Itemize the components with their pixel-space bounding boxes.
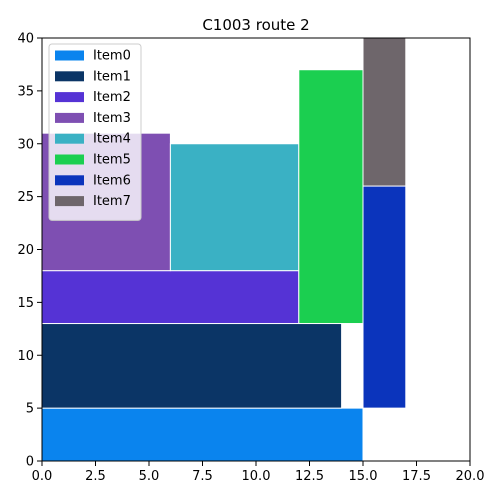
x-axis: 0.0 2.5 5.0 7.5 10.0 12.5 15.0 17.5 20.0 bbox=[32, 461, 485, 484]
bar-item5 bbox=[298, 69, 364, 325]
y-tick-label: 20 bbox=[17, 243, 34, 258]
x-tick-label: 7.5 bbox=[192, 469, 213, 484]
y-axis: 0 5 10 15 20 25 30 35 40 bbox=[17, 32, 42, 470]
legend-swatch bbox=[55, 71, 84, 82]
legend-label: Item3 bbox=[93, 111, 131, 126]
x-tick-label: 2.5 bbox=[85, 469, 106, 484]
bar-item2 bbox=[41, 270, 300, 325]
legend-swatch bbox=[55, 175, 84, 186]
legend-swatch bbox=[55, 154, 84, 165]
y-tick-label: 25 bbox=[17, 190, 34, 205]
y-tick-label: 35 bbox=[17, 84, 34, 99]
x-tick-label: 15.0 bbox=[349, 469, 378, 484]
x-tick-label: 0.0 bbox=[32, 469, 53, 484]
bar-item6 bbox=[362, 185, 407, 409]
x-tick-label: 17.5 bbox=[402, 469, 431, 484]
legend-label: Item7 bbox=[93, 194, 131, 209]
x-tick-label: 10.0 bbox=[242, 469, 271, 484]
y-tick-label: 15 bbox=[17, 296, 34, 311]
y-tick-label: 10 bbox=[17, 349, 34, 364]
legend-swatch bbox=[55, 50, 84, 61]
chart-title: C1003 route 2 bbox=[202, 16, 309, 34]
bar-item7 bbox=[362, 37, 407, 187]
y-tick-label: 5 bbox=[26, 402, 34, 417]
legend-label: Item6 bbox=[93, 173, 131, 188]
legend-swatch bbox=[55, 133, 84, 144]
x-tick-label: 20.0 bbox=[456, 469, 485, 484]
legend-label: Item2 bbox=[93, 90, 131, 105]
legend-label: Item0 bbox=[93, 49, 131, 64]
legend-label: Item5 bbox=[93, 153, 131, 168]
bar-item0 bbox=[41, 407, 364, 462]
y-tick-label: 0 bbox=[26, 455, 34, 470]
legend-label: Item4 bbox=[93, 132, 131, 147]
legend-swatch bbox=[55, 112, 84, 123]
legend-label: Item1 bbox=[93, 69, 131, 84]
y-tick-label: 30 bbox=[17, 137, 34, 152]
legend-swatch bbox=[55, 92, 84, 103]
x-tick-label: 5.0 bbox=[139, 469, 160, 484]
bar-item1 bbox=[41, 323, 343, 409]
legend-swatch bbox=[55, 196, 84, 207]
bar-item4 bbox=[169, 143, 300, 272]
y-tick-label: 40 bbox=[17, 32, 34, 47]
x-tick-label: 12.5 bbox=[295, 469, 324, 484]
legend: Item0 Item1 Item2 Item3 Item4 Item5 Item6 Item7 bbox=[48, 43, 142, 221]
